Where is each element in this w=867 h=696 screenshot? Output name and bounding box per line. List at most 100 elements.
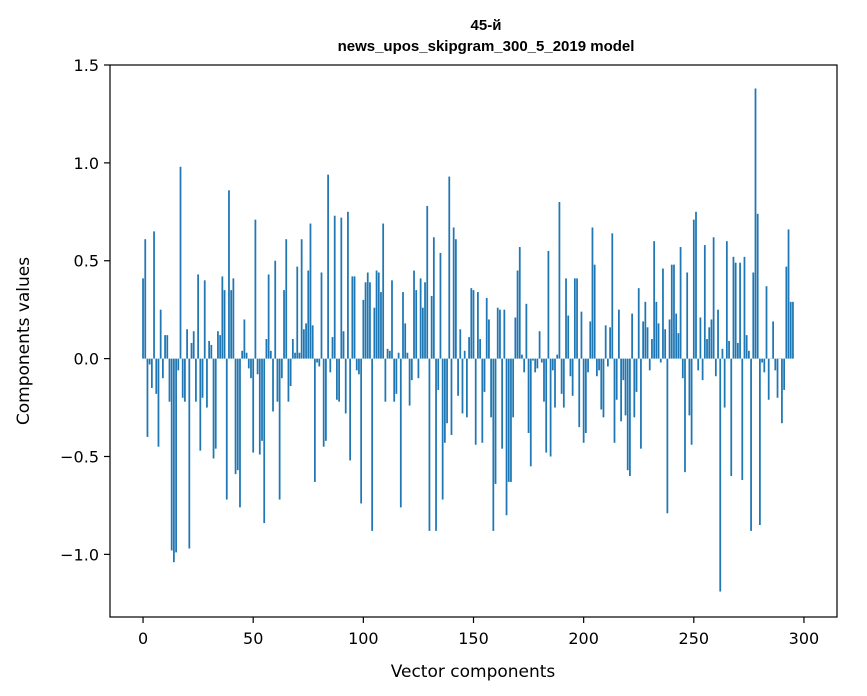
bar-279 — [756, 213, 759, 359]
bar-223 — [633, 358, 636, 418]
y-axis-label: Components values — [14, 257, 34, 425]
bar-198 — [578, 358, 581, 428]
bar-89 — [338, 358, 340, 402]
bar-0 — [142, 278, 144, 359]
bar-99 — [360, 358, 363, 504]
bar-178 — [534, 358, 537, 373]
bar-207 — [598, 358, 600, 371]
bar-16 — [177, 358, 180, 371]
bar-158 — [490, 358, 492, 418]
x-tick-label: 50 — [243, 629, 263, 648]
bar-9 — [161, 358, 164, 379]
bar-147 — [466, 358, 468, 418]
bar-292 — [785, 266, 788, 359]
bar-116 — [397, 352, 400, 359]
bar-51 — [254, 219, 257, 359]
bar-27 — [201, 358, 204, 398]
bar-278 — [754, 88, 757, 359]
bar-243 — [677, 333, 680, 359]
bar-123 — [413, 270, 415, 359]
bar-19 — [184, 358, 186, 402]
bar-294 — [789, 301, 792, 359]
bar-160 — [494, 358, 497, 484]
bar-252 — [697, 358, 700, 371]
bar-145 — [461, 358, 464, 414]
bar-38 — [225, 358, 228, 500]
bar-96 — [353, 276, 356, 359]
bar-8 — [159, 309, 162, 359]
bar-65 — [285, 239, 288, 359]
bar-106 — [375, 270, 378, 359]
bar-18 — [181, 358, 184, 398]
bar-1 — [144, 239, 147, 359]
bar-61 — [276, 358, 279, 402]
bar-74 — [305, 323, 307, 359]
y-tick-label: −1.0 — [60, 545, 99, 564]
bar-182 — [543, 358, 545, 402]
bar-91 — [342, 331, 345, 359]
bar-132 — [432, 237, 435, 359]
bar-88 — [336, 358, 338, 400]
x-tick-label: 100 — [348, 629, 379, 648]
bar-43 — [236, 358, 239, 471]
bar-266 — [728, 341, 730, 359]
bar-277 — [752, 272, 755, 359]
bar-58 — [269, 350, 272, 359]
bar-86 — [331, 337, 334, 359]
bar-246 — [684, 358, 686, 473]
bar-155 — [483, 358, 486, 392]
bar-24 — [195, 358, 197, 402]
bar-3 — [148, 358, 151, 365]
bar-42 — [234, 358, 237, 475]
bar-20 — [186, 329, 188, 359]
bar-251 — [695, 211, 697, 359]
bar-55 — [263, 358, 266, 524]
bar-257 — [708, 327, 711, 359]
y-tick-label: −0.5 — [60, 447, 99, 466]
bar-159 — [492, 358, 495, 531]
bar-265 — [725, 241, 728, 359]
bar-114 — [393, 358, 396, 402]
bar-161 — [496, 307, 499, 359]
bar-153 — [479, 339, 481, 359]
bar-52 — [256, 358, 259, 375]
x-tick-label: 0 — [138, 629, 148, 648]
bar-22 — [190, 342, 193, 359]
bar-171 — [518, 247, 521, 359]
bar-26 — [199, 358, 202, 451]
bar-219 — [624, 358, 627, 416]
bar-217 — [620, 358, 622, 422]
bar-11 — [166, 335, 169, 359]
bar-80 — [318, 358, 321, 367]
bar-248 — [688, 358, 691, 416]
bar-107 — [377, 272, 380, 359]
bar-186 — [551, 358, 554, 371]
bar-231 — [651, 339, 653, 359]
bar-143 — [457, 358, 459, 396]
bar-256 — [706, 339, 708, 359]
bar-117 — [399, 358, 402, 508]
bar-85 — [329, 358, 332, 373]
bar-168 — [512, 358, 515, 418]
bar-92 — [344, 358, 347, 414]
x-axis-ticks: 0 50 100 150 200 250 300 — [138, 617, 819, 648]
bar-115 — [395, 358, 398, 394]
y-tick-label: 1.5 — [74, 56, 99, 75]
bar-203 — [589, 321, 592, 359]
bar-113 — [391, 280, 393, 359]
bar-15 — [175, 358, 177, 553]
bar-173 — [523, 358, 526, 373]
bar-164 — [503, 309, 506, 359]
bar-199 — [580, 311, 583, 359]
bar-148 — [468, 337, 470, 359]
x-tick-label: 300 — [789, 629, 820, 648]
bar-195 — [571, 358, 574, 396]
bar-275 — [748, 350, 750, 359]
bar-95 — [351, 276, 354, 359]
bar-120 — [406, 352, 409, 359]
bar-130 — [428, 358, 431, 531]
bar-35 — [219, 335, 222, 359]
bar-242 — [675, 313, 678, 359]
bar-102 — [366, 272, 369, 359]
bar-46 — [243, 319, 246, 359]
